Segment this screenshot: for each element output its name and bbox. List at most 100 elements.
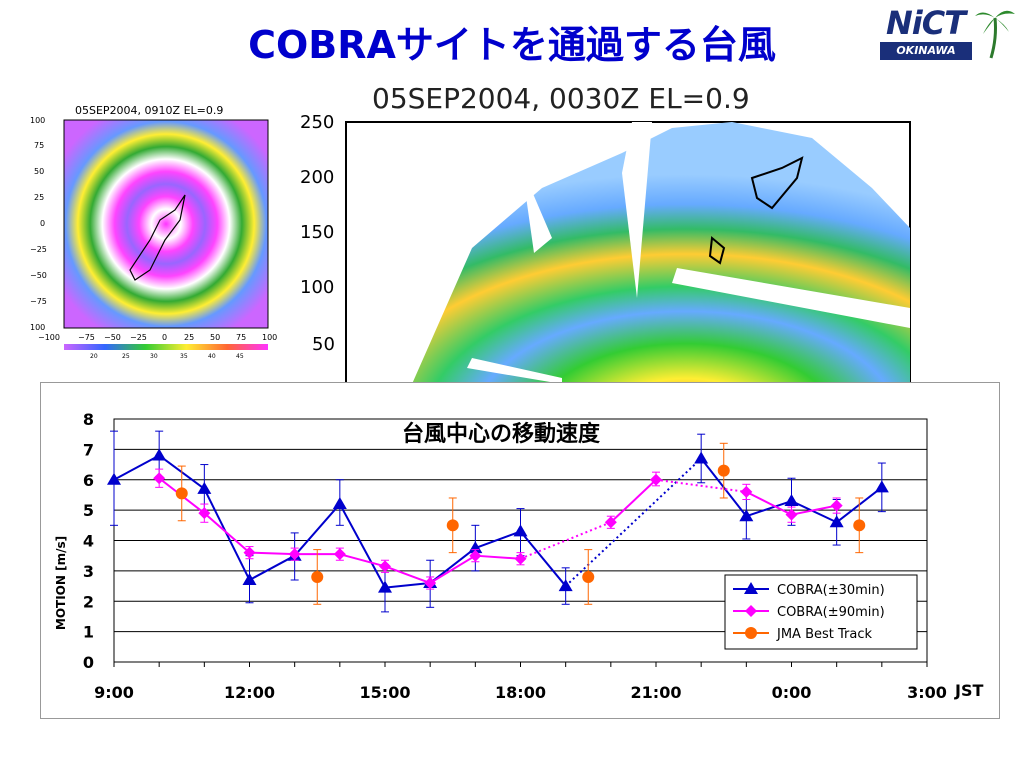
svg-text:45: 45: [236, 353, 244, 360]
svg-text:0: 0: [162, 333, 167, 342]
slide-title: COBRAサイトを通過する台風: [248, 23, 776, 67]
svg-text:50: 50: [312, 334, 335, 355]
data-point: [469, 549, 482, 562]
x-tick-label: 15:00: [360, 683, 411, 702]
svg-text:−25: −25: [130, 333, 147, 342]
motion-chart: 0 1 2 3 4 5 6 7 8 9:00 12:00 15:00 18:00 21:00 0:00 3:0…: [54, 410, 983, 702]
data-point: [378, 580, 392, 593]
svg-text:−75: −75: [30, 297, 47, 306]
series-line-segment: [475, 554, 521, 560]
x-tick-label: 12:00: [224, 683, 275, 702]
svg-text:35: 35: [180, 353, 188, 360]
small-radar-title: 05SEP2004, 0910Z EL=0.9: [75, 104, 223, 117]
data-point: [311, 570, 324, 583]
series-line-segment: [745, 491, 792, 516]
logo-main-text: NiCT: [886, 4, 966, 42]
data-point: [242, 572, 257, 585]
series-line-segment: [655, 478, 747, 493]
motion-chart-frame: 0 1 2 3 4 5 6 7 8 9:00 12:00 15:00 18:00 21:00 0:00 3:0…: [40, 382, 1000, 719]
legend-label: JMA Best Track: [776, 627, 872, 642]
series-line-segment: [113, 454, 160, 481]
svg-text:−100: −100: [38, 333, 60, 342]
data-point: [243, 546, 256, 559]
y-tick-label: 8: [83, 410, 94, 429]
svg-text:75: 75: [34, 141, 44, 150]
x-tick-label: 21:00: [631, 683, 682, 702]
data-point: [744, 582, 758, 594]
y-axis-label: MOTION [m/s]: [54, 536, 68, 630]
svg-text:40: 40: [208, 353, 216, 360]
small-radar-plot: [63, 119, 269, 329]
small-radar-panel: 05SEP2004, 0910Z EL=0.9 100 75 50 25 0 −…: [0, 100, 290, 360]
small-radar-y-ticks: 100 75 50 25 0 −25 −50 −75 100: [30, 116, 47, 332]
svg-text:25: 25: [34, 193, 44, 202]
y-tick-label: 5: [83, 501, 94, 520]
small-radar-colorbar-ticks: 20 25 30 35 40 45: [90, 353, 244, 360]
svg-text:−75: −75: [78, 333, 95, 342]
data-point: [288, 548, 301, 561]
y-tick-label: 7: [83, 440, 94, 459]
big-radar-image: 05SEP2004, 0030Z EL=0.9 250 200 150 100 …: [300, 82, 911, 385]
data-point: [424, 577, 437, 590]
data-point: [853, 519, 866, 532]
data-point: [107, 472, 121, 485]
svg-text:100: 100: [30, 323, 45, 332]
series-line-segment: [429, 547, 476, 584]
data-point: [650, 473, 662, 486]
small-radar-colorbar: [64, 344, 268, 350]
svg-text:25: 25: [122, 353, 130, 360]
y-tick-label: 2: [83, 592, 94, 611]
series-line-segment: [203, 512, 251, 554]
data-point: [333, 548, 346, 561]
svg-text:30: 30: [150, 353, 158, 360]
svg-text:−25: −25: [30, 245, 47, 254]
big-radar-panel: 05SEP2004, 0030Z EL=0.9 250 200 150 100 …: [292, 78, 920, 385]
legend-label: COBRA(±30min): [777, 583, 885, 598]
data-point: [197, 481, 212, 494]
x-tick-label: 0:00: [772, 683, 812, 702]
data-point: [513, 524, 528, 537]
data-point: [745, 605, 757, 617]
series-line-segment: [791, 500, 838, 524]
data-point: [785, 508, 798, 521]
big-radar-y-ticks: 250 200 150 100 50: [300, 112, 335, 355]
data-point: [604, 516, 617, 529]
data-point: [784, 494, 799, 507]
data-point: [175, 487, 188, 500]
svg-text:150: 150: [300, 222, 334, 243]
data-point: [514, 552, 527, 565]
data-point: [829, 515, 844, 528]
chart-title: 台風中心の移動速度: [402, 421, 601, 447]
series-line-segment: [791, 504, 837, 516]
data-point: [739, 509, 754, 522]
series-line-segment: [293, 503, 341, 557]
legend-label: COBRA(±90min): [777, 605, 885, 620]
chart-legend: COBRA(±30min) COBRA(±90min) JMA Best Track: [724, 574, 918, 650]
data-point: [874, 480, 889, 493]
svg-text:100: 100: [300, 277, 334, 298]
svg-text:50: 50: [34, 167, 44, 176]
data-point: [694, 451, 709, 464]
y-tick-label: 1: [83, 623, 94, 642]
x-tick-label: 9:00: [94, 683, 134, 702]
x-tick-label: 3:00: [907, 683, 947, 702]
y-tick-label: 0: [83, 653, 94, 672]
series-1: [153, 468, 843, 590]
svg-text:−50: −50: [104, 333, 121, 342]
series-line-segment: [384, 565, 431, 584]
data-point: [332, 497, 347, 510]
series-line-segment: [746, 500, 792, 518]
data-point: [152, 448, 167, 461]
radar-echo-area: [412, 122, 910, 384]
svg-text:100: 100: [262, 333, 277, 342]
data-point: [198, 507, 211, 520]
svg-text:0: 0: [40, 219, 45, 228]
series-line-segment: [519, 530, 567, 587]
series-line-segment: [384, 582, 431, 589]
series-2: [175, 442, 866, 605]
x-axis-label: JST: [954, 681, 983, 700]
data-point: [379, 560, 391, 573]
palm-tree-icon: [975, 10, 1015, 59]
small-radar-image: 05SEP2004, 0910Z EL=0.9 100 75 50 25 0 −…: [30, 104, 277, 360]
svg-text:100: 100: [30, 116, 45, 125]
